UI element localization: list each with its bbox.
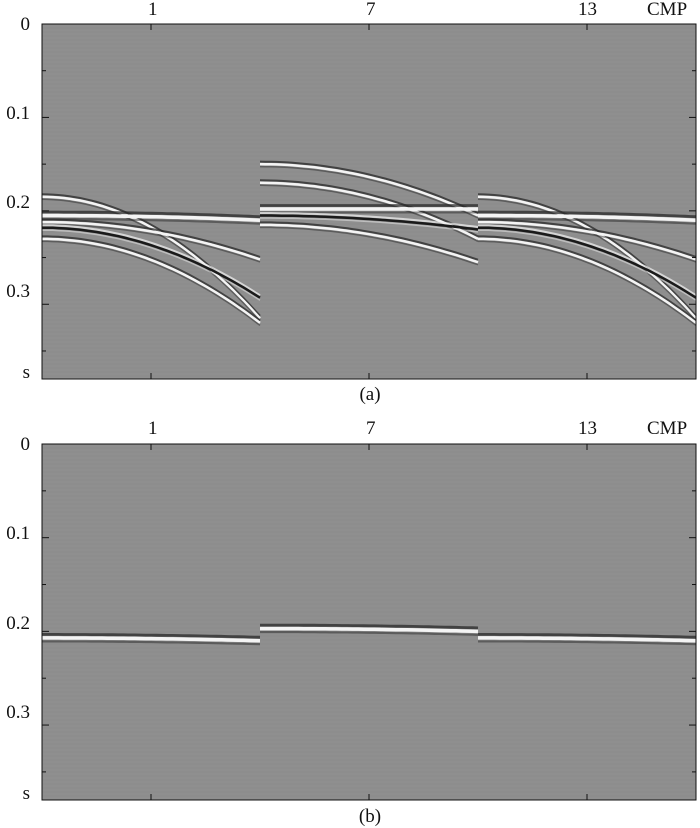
y-tick-0.1: 0.1 (6, 523, 30, 544)
reflection-event-sidelobe (260, 631, 479, 636)
reflection-event-shadow (478, 210, 697, 219)
cmp-label-13: 13 (578, 0, 597, 20)
reflection-event-shadow (478, 235, 697, 322)
figure-b: 1 7 13 CMP 0 0.1 0.2 0.3 s (b) (0, 410, 700, 828)
reflection-event-shadow (260, 221, 479, 261)
reflection-event-shadow (260, 212, 479, 228)
reflection-event (478, 237, 697, 324)
y-tick-0: 0 (20, 14, 31, 35)
y-tick-0.3: 0.3 (6, 281, 30, 302)
caption-b: (b) (358, 806, 382, 827)
figure-a: 1 7 13 CMP 0 0.1 0.2 0.3 s (a) (0, 0, 700, 410)
reflection-event-sidelobe (260, 226, 479, 266)
cmp-label-1: 1 (148, 418, 158, 439)
caption-a: (a) (359, 384, 381, 405)
cmp-label-13: 13 (578, 418, 597, 439)
reflection-event-shadow (478, 633, 697, 639)
reflection-event-sidelobe (42, 223, 261, 263)
reflection-event (478, 213, 697, 222)
reflection-event-sidelobe (478, 640, 697, 646)
reflection-event-sidelobe (259, 165, 479, 219)
cmp-label-7: 7 (366, 418, 376, 439)
reflection-event (259, 162, 479, 217)
y-axis-unit: s (22, 783, 30, 804)
panel-cmp-1 (41, 193, 261, 327)
panel-cmp-13 (477, 193, 697, 327)
reflection-event (260, 626, 479, 634)
reflection-event-sidelobe (260, 217, 479, 233)
cmp-unit-label: CMP (647, 418, 688, 439)
panel-cmp-13 (478, 633, 697, 646)
reflection-event-shadow (259, 179, 479, 238)
panel-cmp-7 (259, 160, 479, 266)
reflection-event (260, 214, 479, 231)
reflection-event-shadow (478, 218, 697, 258)
panel-cmp-7 (260, 623, 479, 636)
reflection-event (478, 220, 697, 261)
reflection-event (42, 237, 261, 324)
reflection-event (42, 636, 261, 643)
reflection-event-shadow (42, 210, 261, 219)
reflection-event-sidelobe (478, 229, 697, 301)
y-axis-unit: s (22, 362, 30, 383)
reflection-event-sidelobe (478, 240, 697, 327)
cmp-label-1: 1 (148, 0, 158, 20)
reflection-event (42, 213, 261, 222)
reflection-event-sidelobe (42, 640, 261, 646)
reflection-event-shadow (42, 633, 261, 639)
y-tick-0.3: 0.3 (6, 702, 30, 723)
noise-striations (42, 25, 696, 379)
reflection-event-shadow (478, 224, 697, 297)
reflection-event (42, 226, 261, 299)
reflection-event-shadow (260, 623, 479, 630)
reflection-event-shadow (42, 218, 261, 258)
reflection-event-sidelobe (478, 217, 697, 225)
y-tick-0: 0 (20, 434, 31, 455)
reflection-event-shadow (42, 224, 261, 297)
reflection-event-shadow (42, 235, 261, 322)
reflection-event-sidelobe (42, 229, 261, 301)
y-tick-0.1: 0.1 (6, 103, 30, 124)
reflection-event (260, 223, 479, 264)
y-tick-0.2: 0.2 (6, 613, 30, 634)
reflection-event-shadow (259, 160, 479, 214)
y-tick-0.2: 0.2 (6, 192, 30, 213)
reflection-event-sidelobe (42, 240, 261, 327)
cmp-label-7: 7 (366, 0, 376, 20)
reflection-event-sidelobe (42, 217, 261, 225)
seismic-gather-a (41, 23, 697, 380)
reflection-event (41, 195, 261, 320)
cmp-unit-label: CMP (647, 0, 688, 20)
seismic-gather-b (41, 443, 697, 801)
reflection-event-sidelobe (478, 223, 697, 263)
panel-cmp-1 (42, 633, 261, 646)
reflection-event (478, 226, 697, 299)
reflection-event (42, 220, 261, 261)
reflection-event (478, 636, 697, 643)
reflection-event (477, 195, 697, 320)
